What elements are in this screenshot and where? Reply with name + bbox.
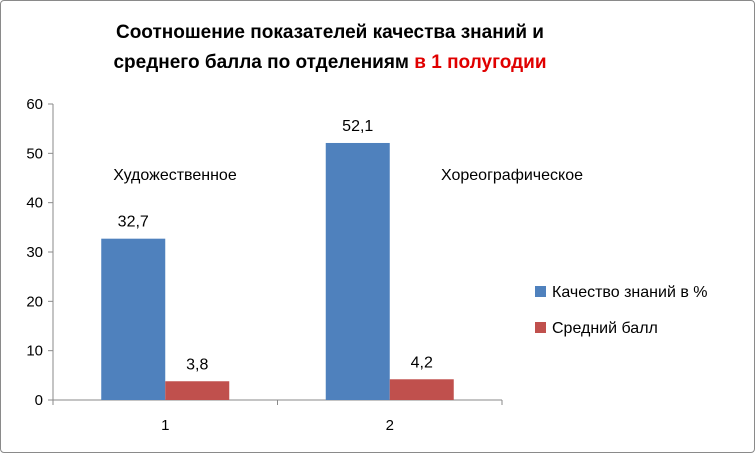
x-tick-label: 1 <box>161 417 169 434</box>
y-tick-label: 40 <box>26 195 43 212</box>
y-tick-label: 60 <box>26 96 43 113</box>
data-label: 4,2 <box>411 354 433 371</box>
legend-swatch <box>535 322 546 333</box>
bar <box>389 379 454 400</box>
y-tick-label: 0 <box>35 392 43 409</box>
bar <box>101 238 166 400</box>
title-highlight: в 1 полугодии <box>414 52 547 73</box>
title-line-2-main: среднего балла по отделениям <box>113 52 409 73</box>
legend-swatch <box>535 286 546 297</box>
y-tick-label: 50 <box>26 145 43 162</box>
chart-title: Соотношение показателей качества знаний … <box>40 18 620 78</box>
department-annotation: Художественное <box>113 167 237 184</box>
y-tick-label: 20 <box>26 293 43 310</box>
data-label: 32,7 <box>118 214 149 231</box>
bar <box>325 142 390 400</box>
bar <box>165 381 230 400</box>
data-label: 52,1 <box>342 118 373 135</box>
legend-label: Качество знаний в % <box>552 284 708 301</box>
title-line-1: Соотношение показателей качества знаний … <box>115 22 544 43</box>
data-label: 3,8 <box>186 356 208 373</box>
y-tick-label: 30 <box>26 244 43 261</box>
department-annotation: Хореографическое <box>441 167 583 184</box>
title-line-2: среднего балла по отделениям в 1 полугод… <box>40 48 620 78</box>
x-tick-label: 2 <box>386 417 394 434</box>
y-tick-label: 10 <box>26 343 43 360</box>
legend-label: Средний балл <box>552 320 658 337</box>
